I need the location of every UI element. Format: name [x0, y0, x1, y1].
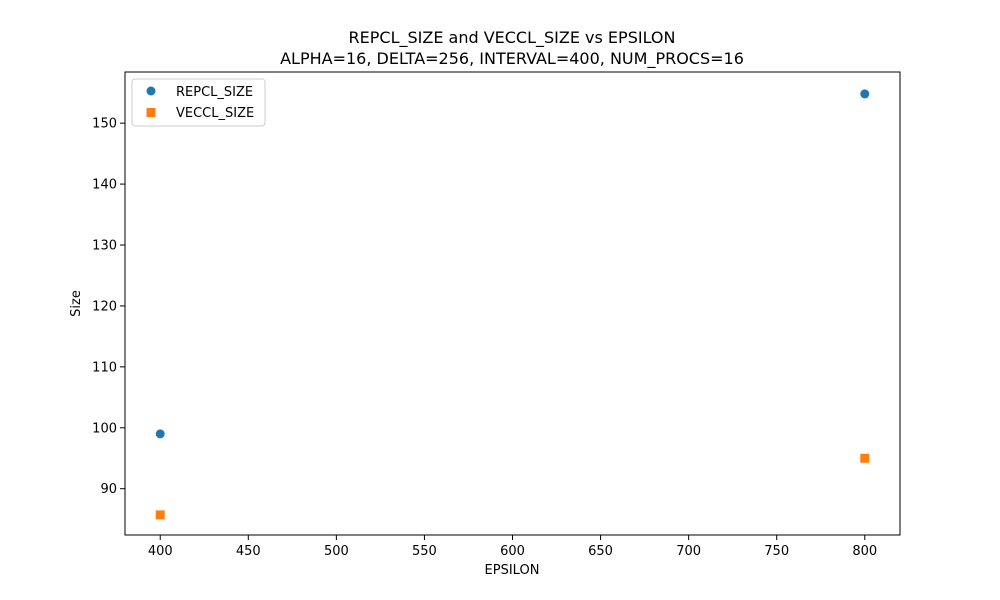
- legend-label-veccl: VECCL_SIZE: [176, 106, 254, 121]
- data-point-repcl-size: [155, 429, 165, 439]
- y-axis-label: Size: [69, 290, 84, 317]
- legend: REPCL_SIZE VECCL_SIZE: [131, 78, 266, 127]
- plot-area-frame: [124, 71, 901, 536]
- legend-marker-repcl: [146, 86, 156, 96]
- y-tick-label: 140: [92, 178, 117, 193]
- legend-box: [131, 78, 266, 127]
- x-tick-label: 400: [148, 544, 173, 559]
- data-point-veccl-size: [155, 510, 165, 520]
- y-tick-label: 90: [100, 482, 117, 497]
- y-tick-label: 100: [92, 421, 117, 436]
- legend-label-repcl: REPCL_SIZE: [176, 85, 253, 100]
- x-tick-label: 750: [764, 544, 789, 559]
- x-tick-label: 500: [324, 544, 349, 559]
- y-tick-label: 110: [92, 360, 117, 375]
- x-axis-label: EPSILON: [485, 563, 540, 578]
- legend-marker-veccl: [146, 108, 156, 117]
- x-tick-label: 700: [676, 544, 701, 559]
- y-tick-label: 120: [92, 299, 117, 314]
- x-tick-label: 550: [412, 544, 437, 559]
- y-tick-label: 150: [92, 117, 117, 132]
- x-tick-label: 450: [236, 544, 261, 559]
- data-point-repcl-size: [860, 89, 870, 99]
- tick-layer: 400 450 500 550 600 650 700 750 800 90 100 110 120 13…: [92, 117, 877, 559]
- x-tick-label: 650: [588, 544, 613, 559]
- y-tick-label: 130: [92, 239, 117, 254]
- data-point-veccl-size: [860, 453, 870, 463]
- x-tick-label: 800: [852, 544, 877, 559]
- x-tick-label: 600: [500, 544, 525, 559]
- chart-subtitle: ALPHA=16, DELTA=256, INTERVAL=400, NUM_P…: [280, 49, 744, 69]
- data-points: [155, 89, 870, 520]
- chart-title: REPCL_SIZE and VECCL_SIZE vs EPSILON: [349, 28, 676, 48]
